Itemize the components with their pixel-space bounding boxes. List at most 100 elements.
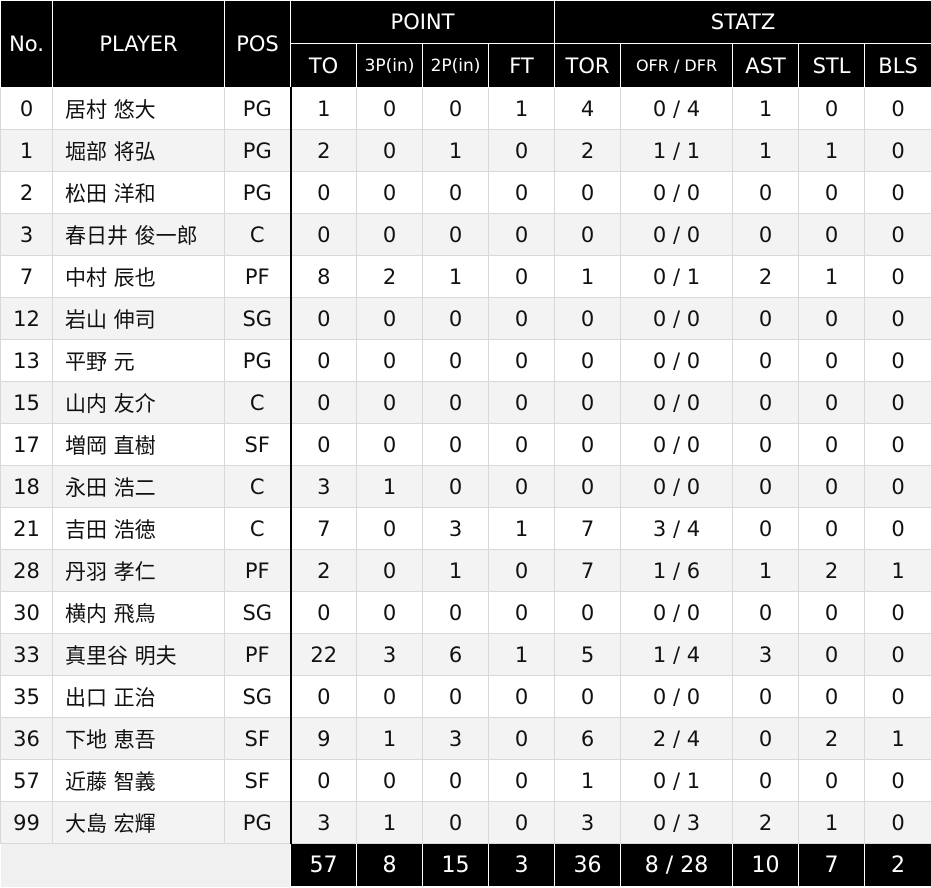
cell-ofr-dfr: 0 / 4: [620, 87, 733, 130]
cell-2p: 0: [422, 591, 489, 634]
cell-stl: 1: [798, 129, 865, 172]
cell-no: 0: [0, 87, 53, 130]
cell-ft: 0: [488, 129, 555, 172]
cell-ast: 0: [732, 717, 799, 760]
cell-player: 丹羽 孝仁: [52, 549, 225, 592]
cell-ft: 0: [488, 171, 555, 214]
cell-2p: 3: [422, 507, 489, 550]
cell-ft: 0: [488, 213, 555, 256]
cell-2p: 1: [422, 255, 489, 298]
total-tor: 36: [554, 843, 621, 887]
cell-tor: 1: [554, 759, 621, 802]
total-2p: 15: [422, 843, 489, 887]
cell-no: 28: [0, 549, 53, 592]
cell-bls: 0: [863, 171, 931, 214]
cell-bls: 0: [863, 213, 931, 256]
cell-bls: 0: [863, 423, 931, 466]
cell-no: 57: [0, 759, 53, 802]
cell-no: 18: [0, 465, 53, 508]
cell-3p: 0: [356, 381, 423, 424]
cell-3p: 3: [356, 633, 423, 676]
cell-3p: 0: [356, 675, 423, 718]
cell-to: 0: [289, 381, 357, 424]
cell-player: 横内 飛鳥: [52, 591, 225, 634]
cell-ft: 1: [488, 87, 555, 130]
cell-no: 1: [0, 129, 53, 172]
totals-row: 57 8 15 3 36 8 / 28 10 7 2: [0, 843, 931, 887]
cell-ofr-dfr: 2 / 4: [620, 717, 733, 760]
cell-player: 堀部 将弘: [52, 129, 225, 172]
cell-bls: 1: [863, 549, 931, 592]
cell-ft: 0: [488, 423, 555, 466]
cell-ft: 1: [488, 507, 555, 550]
cell-ofr-dfr: 1 / 4: [620, 633, 733, 676]
cell-player: 増岡 直樹: [52, 423, 225, 466]
cell-no: 15: [0, 381, 53, 424]
cell-3p: 0: [356, 759, 423, 802]
cell-pos: PG: [224, 801, 291, 844]
cell-2p: 1: [422, 129, 489, 172]
cell-ofr-dfr: 0 / 0: [620, 675, 733, 718]
cell-stl: 0: [798, 339, 865, 382]
cell-player: 松田 洋和: [52, 171, 225, 214]
cell-no: 99: [0, 801, 53, 844]
cell-pos: SF: [224, 759, 291, 802]
cell-pos: PF: [224, 633, 291, 676]
cell-to: 2: [289, 129, 357, 172]
cell-no: 12: [0, 297, 53, 340]
header-stl: STL: [798, 43, 865, 88]
cell-ft: 0: [488, 717, 555, 760]
cell-3p: 2: [356, 255, 423, 298]
cell-ast: 0: [732, 171, 799, 214]
cell-ofr-dfr: 0 / 0: [620, 423, 733, 466]
cell-pos: PF: [224, 255, 291, 298]
cell-tor: 0: [554, 381, 621, 424]
cell-ft: 1: [488, 633, 555, 676]
cell-stl: 0: [798, 633, 865, 676]
cell-to: 0: [289, 675, 357, 718]
cell-tor: 0: [554, 339, 621, 382]
cell-tor: 2: [554, 129, 621, 172]
cell-stl: 0: [798, 465, 865, 508]
cell-2p: 0: [422, 339, 489, 382]
cell-player: 山内 友介: [52, 381, 225, 424]
cell-ast: 1: [732, 129, 799, 172]
cell-tor: 7: [554, 507, 621, 550]
total-ft: 3: [488, 843, 555, 887]
total-ofr-dfr: 8 / 28: [620, 843, 733, 887]
cell-ft: 0: [488, 381, 555, 424]
cell-pos: SG: [224, 297, 291, 340]
header-3p: 3P(in): [356, 43, 423, 88]
cell-2p: 0: [422, 759, 489, 802]
cell-player: 永田 浩二: [52, 465, 225, 508]
total-bls: 2: [863, 843, 931, 887]
cell-no: 3: [0, 213, 53, 256]
cell-ofr-dfr: 0 / 3: [620, 801, 733, 844]
cell-2p: 0: [422, 465, 489, 508]
cell-stl: 0: [798, 171, 865, 214]
cell-to: 0: [289, 171, 357, 214]
cell-bls: 0: [863, 507, 931, 550]
cell-2p: 1: [422, 549, 489, 592]
cell-ast: 1: [732, 549, 799, 592]
cell-bls: 0: [863, 801, 931, 844]
cell-bls: 0: [863, 465, 931, 508]
cell-tor: 0: [554, 171, 621, 214]
cell-to: 0: [289, 297, 357, 340]
cell-ast: 0: [732, 591, 799, 634]
cell-bls: 1: [863, 717, 931, 760]
cell-ofr-dfr: 0 / 1: [620, 759, 733, 802]
header-pos: POS: [224, 0, 291, 88]
cell-ft: 0: [488, 255, 555, 298]
cell-ast: 0: [732, 213, 799, 256]
cell-3p: 0: [356, 339, 423, 382]
